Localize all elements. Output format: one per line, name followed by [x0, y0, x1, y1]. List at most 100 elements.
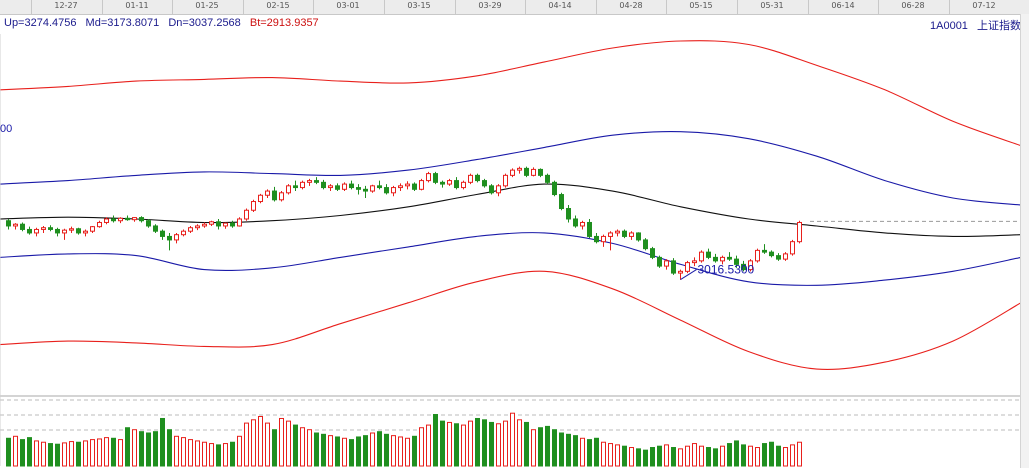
volume-bar	[69, 441, 74, 467]
volume-bar	[6, 437, 11, 467]
readout-up: Up=3274.4756	[4, 17, 77, 29]
date-label: 05-15	[689, 1, 713, 10]
low-annotation-label: 3016.5300	[698, 263, 755, 277]
candle-body	[510, 169, 515, 176]
date-label: 06-28	[901, 1, 925, 10]
volume-bar	[293, 424, 298, 467]
candle-body	[769, 251, 774, 257]
volume-bar	[636, 448, 641, 467]
volume-bar	[510, 412, 515, 467]
volume-bar	[433, 414, 438, 467]
candle	[797, 220, 802, 244]
candle-body	[237, 218, 242, 227]
volume-bar	[41, 441, 46, 467]
candle-body	[104, 218, 109, 223]
volume-bar	[713, 448, 718, 467]
date-tick	[455, 0, 456, 14]
candle-body	[790, 241, 795, 255]
volume-bar	[769, 441, 774, 467]
volume-bar	[328, 435, 333, 467]
candle-body	[272, 190, 277, 201]
volume-bar	[20, 439, 25, 467]
outer-upper-band	[0, 40, 1022, 147]
readout-dn: Dn=3037.2568	[168, 17, 241, 29]
candle-body	[244, 209, 249, 220]
candle-body	[622, 230, 627, 237]
candle-body	[83, 230, 88, 234]
candle	[643, 238, 648, 251]
candle-body	[657, 256, 662, 267]
volume-bar	[174, 435, 179, 467]
candle-body	[531, 168, 536, 176]
volume-bar	[447, 421, 452, 467]
candle-body	[762, 249, 767, 253]
volume-bar	[104, 437, 109, 467]
candle-body	[286, 185, 291, 194]
candle-body	[363, 188, 368, 192]
candle	[279, 191, 284, 202]
volume-bar	[62, 442, 67, 467]
symbol-name: 上证指数	[977, 20, 1021, 32]
candle-body	[671, 260, 676, 274]
volume-bar	[629, 447, 634, 467]
candle	[181, 229, 186, 237]
candle-body	[398, 185, 403, 189]
candle	[356, 184, 361, 195]
candle	[391, 185, 396, 197]
candle-body	[139, 217, 144, 222]
volume-bar	[482, 419, 487, 467]
candle	[48, 225, 53, 232]
volume-bar	[678, 448, 683, 467]
vertical-scrollbar[interactable]	[1020, 14, 1029, 468]
candle	[629, 231, 634, 240]
candle-body	[62, 229, 67, 234]
candle	[790, 239, 795, 256]
candle	[118, 217, 123, 224]
date-tick	[172, 0, 173, 14]
candle	[104, 217, 109, 225]
candle-body	[307, 180, 312, 183]
candle-body	[720, 256, 725, 262]
volume-bar	[27, 437, 32, 467]
candle	[559, 192, 564, 211]
volume-bar	[454, 423, 459, 467]
volume-bar	[272, 429, 277, 467]
candle-body	[685, 262, 690, 272]
candle	[433, 171, 438, 185]
volume-bar	[664, 444, 669, 467]
candle	[160, 229, 165, 240]
volume-bar	[111, 437, 116, 467]
volume-bar	[790, 444, 795, 467]
candle-body	[412, 183, 417, 190]
candle-body	[538, 168, 543, 176]
candle-body	[321, 181, 326, 189]
candle	[314, 177, 319, 185]
candle	[496, 184, 501, 197]
candle-body	[328, 185, 333, 189]
volume-bar	[181, 437, 186, 467]
volume-bar	[153, 431, 158, 467]
volume-bar	[797, 441, 802, 467]
candle	[335, 183, 340, 192]
candle-body	[776, 255, 781, 260]
candle-body	[475, 174, 480, 182]
candle-body	[118, 217, 123, 222]
candle-body	[356, 187, 361, 190]
candle-body	[6, 220, 11, 227]
candle	[587, 218, 592, 239]
candle-body	[405, 183, 410, 187]
volume-bar	[657, 445, 662, 467]
candle-body	[181, 230, 186, 236]
date-label: 03-29	[478, 1, 502, 10]
candle	[237, 217, 242, 227]
candle	[461, 180, 466, 190]
candle-body	[153, 225, 158, 232]
candle	[699, 250, 704, 263]
volume-bar	[643, 449, 648, 467]
candle	[216, 218, 221, 230]
candle	[41, 225, 46, 233]
candle-body	[594, 235, 599, 243]
candle	[223, 222, 228, 229]
volume-bar	[601, 441, 606, 467]
